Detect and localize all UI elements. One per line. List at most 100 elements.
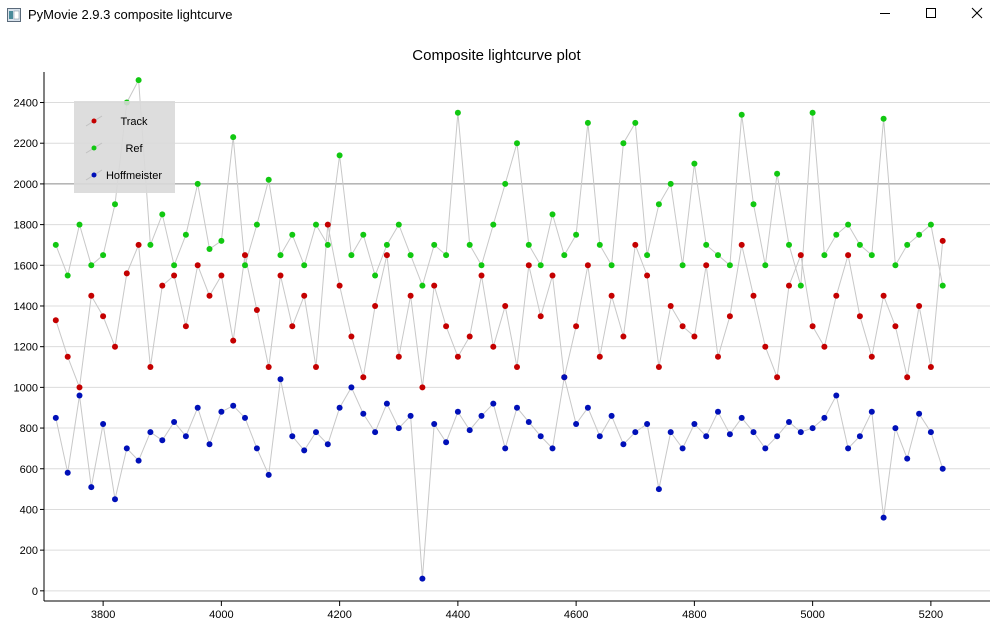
- data-point-hoffmeister: [679, 445, 686, 452]
- data-point-ref: [644, 252, 651, 259]
- legend-label: Track: [120, 116, 148, 128]
- data-point-ref: [76, 221, 83, 228]
- legend-label: Hoffmeister: [106, 170, 162, 182]
- data-point-track: [679, 323, 686, 330]
- data-point-ref: [750, 201, 757, 208]
- data-point-ref: [64, 272, 71, 279]
- data-point-ref: [632, 119, 639, 126]
- data-point-ref: [939, 282, 946, 289]
- minimize-button[interactable]: [862, 0, 908, 30]
- data-point-ref: [348, 252, 355, 259]
- data-point-ref: [289, 231, 296, 238]
- maximize-button[interactable]: [908, 0, 954, 30]
- data-point-ref: [880, 115, 887, 122]
- data-point-ref: [100, 252, 107, 259]
- data-point-ref: [242, 262, 248, 269]
- data-point-hoffmeister: [206, 441, 213, 448]
- data-point-track: [833, 292, 840, 299]
- data-point-track: [691, 333, 698, 340]
- data-point-track: [549, 272, 556, 279]
- data-point-ref: [584, 119, 591, 126]
- data-point-hoffmeister: [171, 419, 178, 425]
- data-point-track: [277, 272, 284, 279]
- data-point-hoffmeister: [64, 469, 71, 476]
- data-point-ref: [738, 111, 745, 118]
- data-point-ref: [514, 140, 520, 147]
- data-point-track: [76, 384, 83, 391]
- data-point-ref: [537, 262, 544, 269]
- data-point-hoffmeister: [395, 425, 402, 432]
- data-point-track: [454, 353, 461, 360]
- data-point-ref: [466, 241, 473, 248]
- y-tick-label: 800: [20, 423, 38, 435]
- data-point-hoffmeister: [667, 429, 674, 436]
- y-tick-label: 400: [20, 504, 38, 516]
- data-point-track: [123, 270, 130, 277]
- data-point-hoffmeister: [750, 429, 757, 436]
- data-point-track: [502, 303, 509, 309]
- data-point-hoffmeister: [454, 408, 461, 415]
- data-point-track: [880, 292, 887, 299]
- data-point-track: [774, 374, 781, 381]
- data-point-track: [443, 323, 450, 330]
- data-point-ref: [726, 262, 733, 269]
- data-point-track: [703, 262, 710, 269]
- data-point-hoffmeister: [360, 410, 367, 417]
- data-point-hoffmeister: [490, 400, 497, 407]
- data-point-hoffmeister: [407, 412, 414, 419]
- data-point-hoffmeister: [703, 433, 710, 440]
- data-point-track: [856, 313, 863, 320]
- data-point-ref: [655, 201, 662, 208]
- data-point-hoffmeister: [514, 404, 520, 411]
- data-point-track: [419, 384, 426, 391]
- x-tick-label: 5200: [919, 609, 943, 621]
- data-point-track: [667, 303, 674, 309]
- data-point-track: [797, 252, 804, 259]
- data-point-hoffmeister: [584, 404, 591, 411]
- data-point-track: [194, 262, 201, 269]
- data-point-ref: [502, 180, 509, 187]
- data-point-ref: [206, 246, 213, 252]
- data-point-track: [324, 221, 331, 228]
- close-button[interactable]: [954, 0, 993, 30]
- x-tick-label: 4400: [446, 609, 470, 621]
- data-point-hoffmeister: [644, 421, 651, 427]
- data-point-ref: [253, 221, 260, 228]
- data-point-hoffmeister: [738, 414, 745, 421]
- data-point-ref: [762, 262, 769, 269]
- data-point-hoffmeister: [100, 421, 107, 427]
- data-point-hoffmeister: [419, 575, 426, 582]
- data-point-hoffmeister: [927, 429, 934, 436]
- data-point-track: [112, 343, 118, 350]
- data-point-ref: [159, 211, 166, 218]
- data-point-hoffmeister: [880, 514, 887, 521]
- data-point-ref: [313, 221, 319, 228]
- data-point-track: [242, 252, 248, 259]
- y-tick-label: 1800: [14, 220, 38, 232]
- data-point-track: [537, 313, 544, 320]
- data-point-ref: [703, 241, 710, 248]
- data-point-track: [360, 374, 367, 381]
- data-point-hoffmeister: [632, 429, 639, 436]
- data-point-hoffmeister: [833, 392, 840, 399]
- data-point-ref: [407, 252, 414, 259]
- data-point-track: [372, 303, 379, 309]
- data-point-ref: [667, 180, 674, 187]
- y-tick-label: 1600: [14, 260, 38, 272]
- data-point-ref: [856, 241, 863, 248]
- data-point-track: [655, 364, 662, 370]
- data-point-ref: [383, 241, 390, 248]
- data-point-hoffmeister: [620, 441, 627, 448]
- data-point-ref: [927, 221, 934, 228]
- data-point-track: [383, 252, 390, 259]
- data-point-track: [644, 272, 651, 279]
- data-point-hoffmeister: [76, 392, 83, 399]
- data-point-hoffmeister: [301, 447, 308, 454]
- data-point-track: [218, 272, 225, 279]
- data-point-track: [892, 323, 899, 330]
- data-point-ref: [797, 282, 804, 289]
- x-tick-label: 3800: [91, 609, 115, 621]
- data-point-track: [939, 237, 946, 244]
- data-point-hoffmeister: [123, 445, 130, 452]
